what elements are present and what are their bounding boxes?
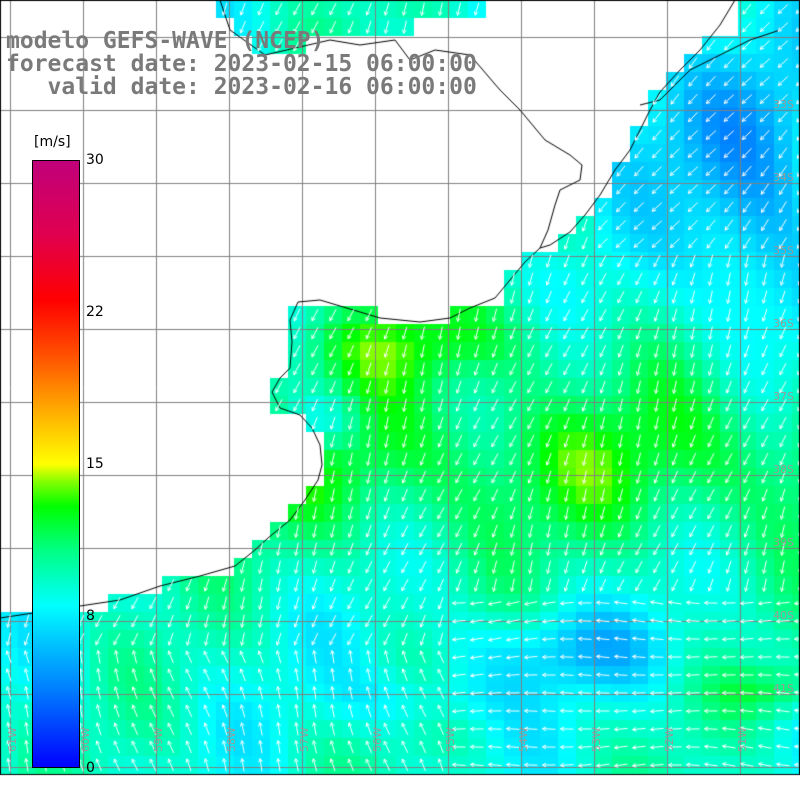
longitude-label: 56W: [371, 727, 384, 752]
longitude-label: 61W: [6, 727, 19, 752]
longitude-label: 52W: [663, 727, 676, 752]
latitude-label: 35S: [773, 244, 794, 257]
valid-date: valid date: 2023-02-16 06:00:00: [6, 74, 477, 100]
longitude-label: 58W: [225, 727, 238, 752]
latitude-label: 40S: [773, 609, 794, 622]
colorbar: [32, 160, 80, 768]
latitude-label: 33S: [773, 98, 794, 111]
model-title: modelo GEFS-WAVE (NCEP): [6, 28, 325, 54]
colorbar-tick-30: 30: [86, 152, 104, 168]
latitude-label: 38S: [773, 463, 794, 476]
latitude-label: 39S: [773, 536, 794, 549]
latitude-label: 41S: [773, 682, 794, 695]
latitude-label: 37S: [773, 390, 794, 403]
longitude-label: 59W: [152, 727, 165, 752]
colorbar-tick-15: 15: [86, 456, 104, 472]
longitude-label: 54W: [517, 727, 530, 752]
longitude-label: 51W: [736, 727, 749, 752]
colorbar-tick-8: 8: [86, 608, 95, 624]
colorbar-tick-0: 0: [86, 760, 95, 776]
latitude-label: 34S: [773, 171, 794, 184]
longitude-label: 60W: [79, 727, 92, 752]
colorbar-unit: [m/s]: [34, 134, 71, 150]
latitude-label: 36S: [773, 317, 794, 330]
forecast-date: forecast date: 2023-02-15 06:00:00: [6, 51, 477, 77]
longitude-label: 53W: [590, 727, 603, 752]
map-titles: modelo GEFS-WAVE (NCEP) forecast date: 20…: [6, 30, 477, 99]
colorbar-tick-22: 22: [86, 304, 104, 320]
longitude-label: 55W: [444, 727, 457, 752]
longitude-label: 57W: [298, 727, 311, 752]
